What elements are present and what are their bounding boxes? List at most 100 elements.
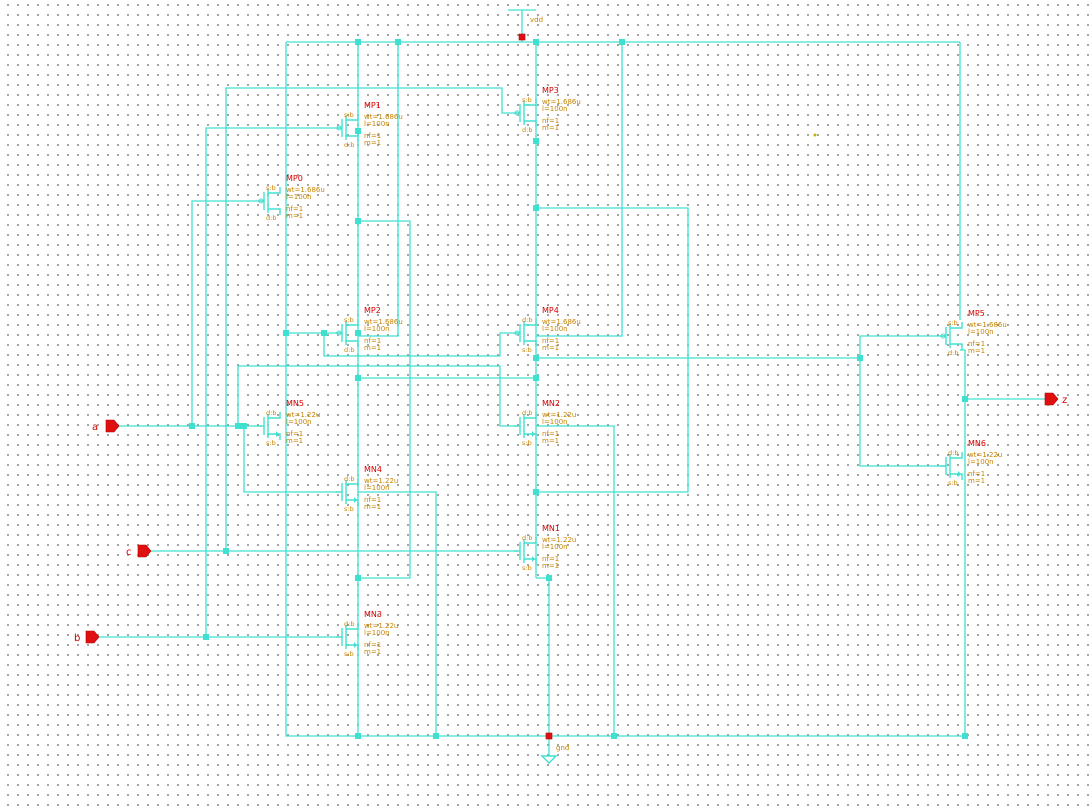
leg-top	[524, 319, 537, 326]
pin-a[interactable]: a	[92, 419, 120, 433]
junction	[223, 548, 229, 554]
pin-b-shape[interactable]	[85, 630, 100, 644]
pin-c-label: c	[126, 547, 132, 558]
leg-top	[346, 319, 359, 326]
wire-loop-688	[536, 207, 689, 493]
junction	[355, 733, 361, 739]
param: nf=1	[364, 337, 381, 345]
param: m=1	[364, 648, 381, 656]
junction	[283, 330, 289, 336]
junction	[355, 330, 361, 336]
leg-bottom	[346, 340, 359, 347]
term-top: s:b	[522, 96, 532, 104]
gnd-rail	[285, 42, 965, 737]
marker-dot	[813, 133, 817, 137]
param: l=100n	[286, 193, 312, 201]
instance-name: MP1	[364, 101, 381, 110]
param: m=1	[542, 562, 559, 570]
term-top: s:b	[948, 319, 958, 327]
pin-c[interactable]: c	[126, 544, 152, 558]
param: wt=1.22u	[364, 477, 398, 485]
param: m=1	[286, 212, 303, 220]
gnd-label: gnd	[556, 744, 569, 752]
param: l=100n	[542, 325, 568, 333]
term-bottom: d:b	[344, 141, 354, 149]
wire-col-614	[536, 425, 615, 736]
pin-c-shape[interactable]	[137, 544, 152, 558]
leg-top	[268, 412, 281, 419]
leg-top	[524, 537, 537, 544]
junction	[189, 423, 195, 429]
param: wt=1.686u	[364, 318, 403, 326]
transistors: MP1s:bd:bwt=1.686ul=100nnf=1m=1MP3s:bd:b…	[258, 86, 1007, 658]
term-bottom: s:b	[522, 346, 532, 354]
instance-name: MP0	[286, 174, 303, 183]
param: nf=1	[286, 430, 303, 438]
term-top: d:b	[522, 409, 532, 417]
term-bottom: s:b	[344, 650, 354, 658]
junction	[533, 39, 539, 45]
param: wt=1.686u	[542, 318, 581, 326]
pin-a-shape[interactable]	[105, 419, 120, 433]
arrow	[532, 431, 535, 437]
leg-bottom	[524, 558, 537, 565]
junction	[546, 575, 552, 581]
param: l=100n	[968, 328, 994, 336]
term-top: s:b	[266, 184, 276, 192]
param: nf=1	[364, 641, 381, 649]
instance-name: MN1	[542, 524, 560, 533]
term-bottom: s:b	[522, 439, 532, 447]
param: m=1	[542, 437, 559, 445]
wire-loop-410	[358, 220, 411, 579]
term-bottom: d:b	[948, 349, 958, 357]
junction	[433, 733, 439, 739]
junction	[533, 138, 539, 144]
param: l=100n	[364, 484, 390, 492]
param: wt=1.686u	[286, 186, 325, 194]
gnd-marker[interactable]	[545, 732, 553, 740]
pin-z-shape[interactable]	[1044, 392, 1059, 406]
bubble	[258, 198, 264, 204]
vdd-marker[interactable]	[518, 33, 526, 41]
param: m=1	[542, 344, 559, 352]
term-bottom: s:b	[344, 505, 354, 513]
term-top: s:b	[344, 316, 354, 324]
wire-col-398	[358, 42, 399, 337]
leg-bottom	[346, 135, 359, 142]
leg-top	[268, 187, 281, 194]
term-top: d:b	[266, 409, 276, 417]
param: nf=1	[968, 470, 985, 478]
param: wt=1.22u	[286, 411, 320, 419]
param: l=100n	[364, 120, 390, 128]
term-top: d:b	[522, 316, 532, 324]
param: l=100n	[364, 325, 390, 333]
pin-a-label: a	[92, 422, 98, 433]
param: l=100n	[542, 418, 568, 426]
junctions	[189, 39, 968, 739]
param: wt=1.686u	[364, 113, 403, 121]
term-top: d:b	[948, 449, 958, 457]
term-top: d:b	[344, 620, 354, 628]
leg-top	[346, 623, 359, 630]
bubble	[336, 330, 342, 336]
pin-b-label: b	[74, 633, 80, 644]
junction	[533, 205, 539, 211]
leg-top	[524, 99, 537, 106]
term-bottom: s:b	[522, 564, 532, 572]
pin-z[interactable]: z	[1044, 392, 1067, 406]
pin-b[interactable]: b	[74, 630, 100, 644]
junction	[355, 39, 361, 45]
junction	[962, 733, 968, 739]
